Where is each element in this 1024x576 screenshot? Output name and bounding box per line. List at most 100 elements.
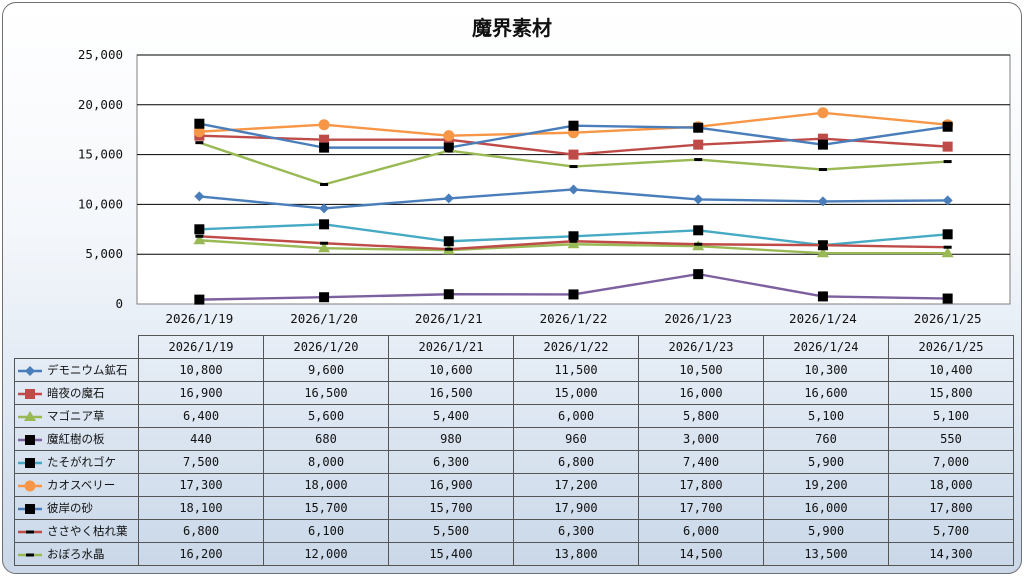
data-point bbox=[320, 241, 329, 245]
data-point bbox=[443, 236, 454, 247]
table-row: デモニウム鉱石 10,800 9,600 10,600 11,500 10,500 10,3… bbox=[14, 358, 1014, 382]
series-name: たそがれゴケ bbox=[47, 455, 116, 469]
series-legend-cell: ささやく枯れ葉 bbox=[14, 519, 139, 543]
x-tick-label: 2026/1/19 bbox=[165, 311, 233, 326]
data-point bbox=[693, 122, 704, 133]
table-cell: 17,200 bbox=[513, 473, 639, 497]
data-point bbox=[568, 231, 579, 242]
data-point bbox=[568, 120, 579, 131]
table-row: おぼろ水晶 16,200 12,000 15,400 13,800 14,500 13,50… bbox=[14, 542, 1014, 566]
legend-key bbox=[18, 365, 42, 376]
table-cell: 980 bbox=[388, 427, 514, 451]
x-tick-label: 2026/1/25 bbox=[914, 311, 982, 326]
series-1 bbox=[194, 184, 953, 214]
data-point bbox=[194, 118, 205, 129]
data-point bbox=[693, 225, 704, 236]
table-cell: 18,000 bbox=[263, 473, 389, 497]
table-cell: 17,300 bbox=[138, 473, 264, 497]
table-cell: 7,500 bbox=[138, 450, 264, 474]
table-cell: 14,500 bbox=[638, 542, 764, 566]
y-tick-label: 25,000 bbox=[78, 47, 123, 62]
table-cell: 9,600 bbox=[263, 358, 389, 382]
legend-key bbox=[18, 388, 42, 399]
data-point bbox=[319, 142, 330, 153]
data-point bbox=[25, 365, 35, 376]
table-column-header: 2026/1/24 bbox=[763, 335, 889, 359]
series-name: 彼岸の砂 bbox=[47, 501, 93, 515]
table-cell: 6,000 bbox=[638, 519, 764, 543]
table-cell: 17,800 bbox=[638, 473, 764, 497]
table-row: ささやく枯れ葉 6,800 6,100 5,500 6,300 6,000 5,900 5,7… bbox=[14, 519, 1014, 543]
table-cell: 16,000 bbox=[763, 496, 889, 520]
table-cell: 550 bbox=[888, 427, 1014, 451]
table-cell: 18,000 bbox=[888, 473, 1014, 497]
legend-key bbox=[18, 503, 42, 514]
series-legend-cell: 魔紅樹の板 bbox=[14, 427, 139, 451]
x-tick-label: 2026/1/22 bbox=[540, 311, 608, 326]
data-point bbox=[193, 126, 205, 138]
table-cell: 14,300 bbox=[888, 542, 1014, 566]
table-cell: 5,900 bbox=[763, 519, 889, 543]
data-point bbox=[444, 247, 453, 251]
legend-key bbox=[18, 530, 42, 533]
data-point bbox=[817, 107, 829, 119]
table-header-row: 2026/1/19 2026/1/20 2026/1/21 2026/1/22 2026… bbox=[15, 335, 1014, 359]
series-legend-cell: カオスベリー bbox=[14, 473, 139, 497]
data-point bbox=[569, 165, 578, 169]
data-point bbox=[942, 195, 953, 206]
x-tick-label: 2026/1/23 bbox=[664, 311, 732, 326]
data-point bbox=[816, 247, 829, 258]
table-cell: 15,400 bbox=[388, 542, 514, 566]
series-9 bbox=[195, 141, 952, 186]
y-tick-label: 10,000 bbox=[78, 196, 123, 211]
series-legend-cell: おぼろ水晶 bbox=[14, 542, 139, 566]
table-cell: 6,800 bbox=[513, 450, 639, 474]
table-cell: 7,400 bbox=[638, 450, 764, 474]
series-legend-cell: 暗夜の魔石 bbox=[14, 381, 139, 405]
table-cell: 17,800 bbox=[888, 496, 1014, 520]
data-point bbox=[320, 182, 329, 186]
table-cell: 17,700 bbox=[638, 496, 764, 520]
data-point bbox=[817, 133, 828, 144]
table-cell: 10,400 bbox=[888, 358, 1014, 382]
table-cell: 960 bbox=[513, 427, 639, 451]
table-column-header: 2026/1/20 bbox=[263, 335, 389, 359]
data-point bbox=[318, 242, 331, 253]
table-cell: 8,000 bbox=[263, 450, 389, 474]
data-point bbox=[568, 184, 579, 195]
table-column-header: 2026/1/23 bbox=[638, 335, 764, 359]
table-cell: 10,600 bbox=[388, 358, 514, 382]
data-point bbox=[319, 292, 330, 303]
data-point bbox=[818, 168, 827, 172]
data-point bbox=[942, 293, 953, 304]
table-cell: 6,300 bbox=[513, 519, 639, 543]
y-tick-label: 15,000 bbox=[78, 147, 123, 162]
table-cell: 5,700 bbox=[888, 519, 1014, 543]
data-point bbox=[817, 291, 828, 302]
data-point bbox=[443, 142, 454, 153]
table-cell: 15,800 bbox=[888, 381, 1014, 405]
data-point bbox=[942, 229, 953, 240]
data-point bbox=[817, 196, 828, 207]
table-cell: 16,500 bbox=[263, 381, 389, 405]
table-column-header: 2026/1/19 bbox=[138, 335, 264, 359]
data-point bbox=[569, 239, 578, 243]
table-cell: 6,000 bbox=[513, 404, 639, 428]
table-body: デモニウム鉱石 10,800 9,600 10,600 11,500 10,500 10,3… bbox=[14, 358, 1014, 566]
data-point bbox=[25, 388, 35, 399]
y-tick-label: 5,000 bbox=[85, 246, 123, 261]
data-point bbox=[24, 410, 36, 421]
data-point bbox=[567, 238, 580, 249]
table-corner bbox=[15, 336, 139, 359]
table-cell: 10,500 bbox=[638, 358, 764, 382]
legend-key bbox=[18, 434, 42, 445]
legend-key bbox=[18, 480, 42, 491]
data-point bbox=[693, 139, 704, 150]
data-point bbox=[443, 193, 454, 204]
chart-title: 魔界素材 bbox=[472, 16, 552, 40]
y-tick-label: 0 bbox=[115, 296, 123, 311]
table-row: 暗夜の魔石 16,900 16,500 16,500 15,000 16,000 16,60… bbox=[14, 381, 1014, 405]
table-cell: 17,900 bbox=[513, 496, 639, 520]
data-table: 2026/1/19 2026/1/20 2026/1/21 2026/1/22 2026… bbox=[14, 335, 1014, 566]
table-cell: 5,600 bbox=[263, 404, 389, 428]
